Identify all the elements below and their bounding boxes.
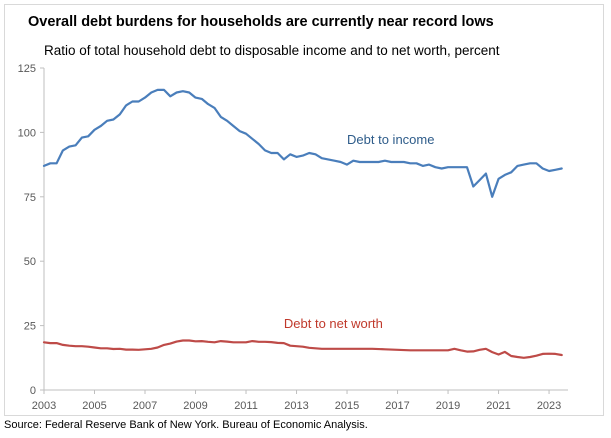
x-axis-ticks: 2003 2005 2007 2009 2011 2013 2015 2017 2019 2021… bbox=[32, 390, 561, 412]
y-tick-label: 0 bbox=[30, 385, 36, 397]
y-tick-label: 100 bbox=[18, 127, 36, 139]
chart-source: Source: Federal Reserve Bank of New York… bbox=[4, 419, 368, 431]
x-tick-label: 2015 bbox=[335, 400, 359, 412]
x-tick-label: 2013 bbox=[284, 400, 308, 412]
annotation-debt-to-net-worth: Debt to net worth bbox=[284, 316, 383, 331]
x-tick-label: 2021 bbox=[486, 400, 510, 412]
chart-annotations: Debt to income Debt to net worth bbox=[284, 132, 435, 331]
series-line-debt-to-income bbox=[42, 88, 563, 198]
x-tick-label: 2011 bbox=[234, 400, 258, 412]
chart-subtitle: Ratio of total household debt to disposa… bbox=[44, 43, 500, 58]
y-tick-label: 125 bbox=[18, 63, 36, 75]
x-tick-label: 2005 bbox=[82, 400, 106, 412]
y-axis-ticks: 0 25 50 75 100 125 bbox=[18, 63, 44, 397]
x-tick-label: 2009 bbox=[183, 400, 207, 412]
y-tick-label: 25 bbox=[24, 321, 36, 333]
x-tick-label: 2003 bbox=[32, 400, 56, 412]
y-tick-label: 75 bbox=[24, 192, 36, 204]
chart-title: Overall debt burdens for households are … bbox=[28, 14, 494, 30]
y-tick-label: 50 bbox=[24, 256, 36, 268]
chart-series bbox=[42, 88, 563, 359]
x-tick-label: 2007 bbox=[133, 400, 157, 412]
annotation-debt-to-income: Debt to income bbox=[347, 132, 434, 147]
x-tick-label: 2019 bbox=[436, 400, 460, 412]
series-line-debt-to-net-worth bbox=[42, 339, 563, 359]
x-tick-label: 2023 bbox=[537, 400, 561, 412]
x-tick-label: 2017 bbox=[385, 400, 409, 412]
chart-axes bbox=[43, 68, 568, 391]
chart-frame bbox=[4, 4, 604, 416]
